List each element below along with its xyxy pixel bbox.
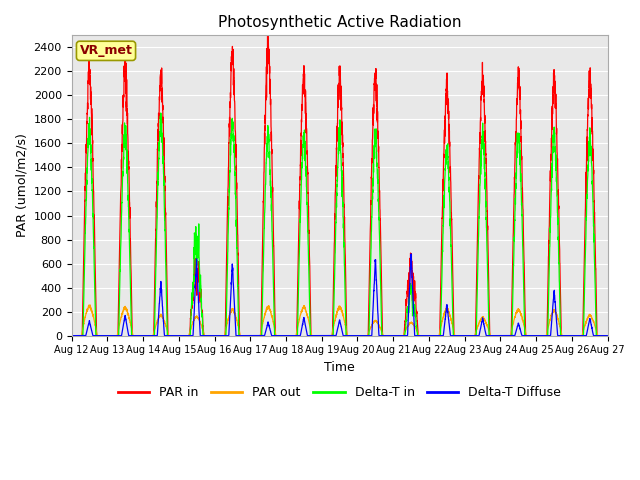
PAR in xyxy=(604,333,612,338)
PAR out xyxy=(604,333,612,338)
PAR in xyxy=(264,24,271,30)
Y-axis label: PAR (umol/m2/s): PAR (umol/m2/s) xyxy=(15,133,28,238)
Line: PAR out: PAR out xyxy=(72,305,608,336)
Delta-T in xyxy=(164,333,172,338)
Delta-T in xyxy=(490,333,498,338)
Legend: PAR in, PAR out, Delta-T in, Delta-T Diffuse: PAR in, PAR out, Delta-T in, Delta-T Dif… xyxy=(113,382,566,405)
Delta-T in xyxy=(430,333,438,338)
PAR in xyxy=(320,333,328,338)
Delta-T Diffuse xyxy=(164,333,172,338)
PAR out xyxy=(604,333,611,338)
PAR in xyxy=(490,333,498,338)
PAR out xyxy=(320,333,328,338)
Delta-T Diffuse xyxy=(604,333,611,338)
Text: VR_met: VR_met xyxy=(79,44,132,57)
PAR out xyxy=(460,333,468,338)
Delta-T Diffuse xyxy=(604,333,612,338)
Delta-T Diffuse xyxy=(319,333,327,338)
Delta-T Diffuse xyxy=(407,251,415,257)
PAR out xyxy=(430,333,438,338)
Delta-T in xyxy=(157,110,164,116)
Delta-T in xyxy=(604,333,612,338)
Delta-T in xyxy=(460,333,468,338)
Delta-T Diffuse xyxy=(490,333,498,338)
PAR in xyxy=(164,327,172,333)
PAR in xyxy=(604,333,611,338)
Delta-T Diffuse xyxy=(460,333,468,338)
Delta-T in xyxy=(320,333,328,338)
Delta-T Diffuse xyxy=(430,333,438,338)
Delta-T in xyxy=(604,333,611,338)
Line: Delta-T Diffuse: Delta-T Diffuse xyxy=(72,254,608,336)
PAR out xyxy=(164,330,172,336)
X-axis label: Time: Time xyxy=(324,361,355,374)
Line: PAR in: PAR in xyxy=(72,27,608,336)
Delta-T in xyxy=(68,333,76,338)
PAR in xyxy=(68,333,76,338)
Delta-T Diffuse xyxy=(68,333,76,338)
PAR in xyxy=(460,333,468,338)
PAR out xyxy=(86,302,94,308)
Line: Delta-T in: Delta-T in xyxy=(72,113,608,336)
PAR out xyxy=(490,333,498,338)
PAR in xyxy=(430,333,438,338)
Title: Photosynthetic Active Radiation: Photosynthetic Active Radiation xyxy=(218,15,461,30)
PAR out xyxy=(68,333,76,338)
